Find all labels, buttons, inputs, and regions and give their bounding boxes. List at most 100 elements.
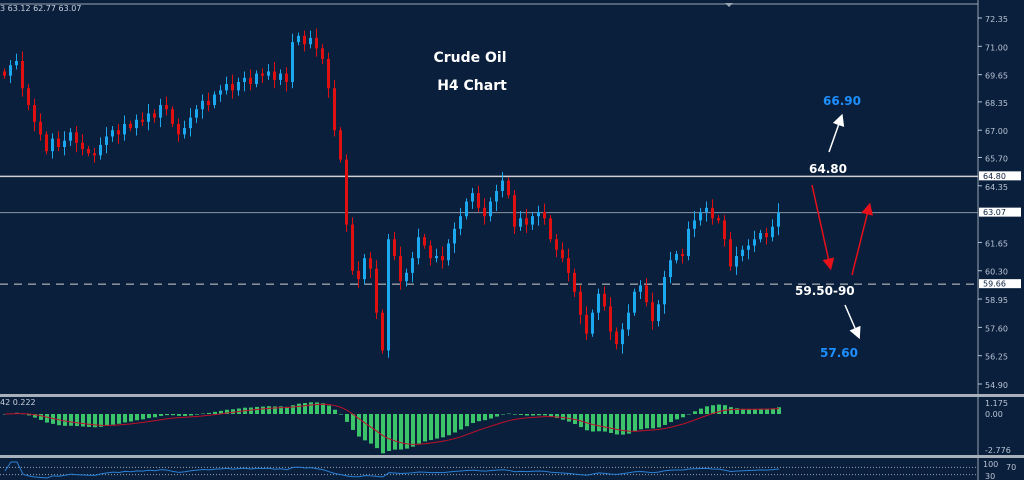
macd-histogram-bar (465, 414, 469, 427)
candle-body (723, 220, 726, 240)
macd-histogram-bar (267, 406, 271, 414)
macd-signal-line (4, 403, 780, 445)
candle-body (375, 268, 378, 313)
candle-body (255, 73, 258, 85)
macd-histogram-bar (135, 414, 139, 421)
candle-body (381, 312, 384, 351)
macd-histogram-bar (231, 409, 235, 414)
candle-body (657, 304, 660, 322)
candle-body (231, 84, 234, 91)
macd-histogram-bar (297, 403, 301, 414)
macd-histogram-bar (213, 411, 217, 414)
macd-histogram-bar (525, 414, 529, 416)
arrow-down-white-icon (844, 304, 861, 340)
shift-marker-icon[interactable] (725, 3, 733, 7)
macd-histogram-bar (603, 414, 607, 432)
chart-title: Crude Oil (433, 50, 506, 66)
macd-histogram-bar (411, 414, 415, 447)
macd-histogram-bar (177, 414, 181, 416)
macd-histogram-bar (717, 404, 721, 414)
macd-histogram-bar (669, 414, 673, 423)
candle-body (489, 201, 492, 217)
candle-body (765, 232, 768, 238)
macd-histogram-bar (663, 414, 667, 425)
candle-body (387, 239, 390, 351)
macd-histogram-bar (279, 406, 283, 414)
macd-histogram-bar (495, 414, 499, 417)
candle-body (63, 140, 66, 147)
candle-body (15, 60, 18, 66)
candle-body (291, 42, 294, 82)
macd-histogram-bar (513, 414, 517, 415)
candle-body (675, 253, 678, 261)
price-tick-label: 64.35 (985, 183, 1008, 192)
macd-histogram-bar (33, 414, 37, 418)
macd-histogram-bar (117, 414, 121, 424)
macd-histogram-bar (141, 414, 145, 420)
macd-histogram-bar (147, 414, 151, 419)
candle-body (273, 71, 276, 80)
price-tick-label: 54.90 (985, 381, 1008, 390)
candle-body (129, 123, 132, 129)
candle-body (471, 193, 474, 202)
macd-histogram-bar (63, 414, 67, 426)
candle-body (417, 237, 420, 259)
macd-histogram-bar (753, 409, 757, 414)
candle-body (345, 159, 348, 225)
candle-body (717, 218, 720, 221)
macd-tick: 0.00 (985, 410, 1003, 419)
candle-body (399, 256, 402, 282)
candle-body (531, 216, 534, 225)
macd-histogram-bar (651, 414, 655, 429)
candle-body (681, 253, 684, 257)
candle-body (141, 119, 144, 122)
macd-histogram-bar (429, 414, 433, 441)
macd-histogram-bar (333, 409, 337, 414)
candle-body (453, 228, 456, 244)
macd-histogram-bar (87, 414, 91, 427)
macd-histogram-bar (123, 414, 127, 423)
candle-body (459, 216, 462, 229)
macd-histogram-bar (363, 414, 367, 441)
macd-histogram-bar (543, 414, 547, 416)
macd-histogram-bar (405, 414, 409, 449)
macd-histogram-bar (249, 407, 253, 414)
candle-body (249, 77, 252, 85)
rsi-tick: 70 (1006, 463, 1016, 472)
candle-body (75, 132, 78, 143)
macd-histogram-bar (681, 414, 685, 418)
macd-histogram-bar (153, 414, 157, 418)
candle-body (741, 249, 744, 257)
macd-histogram-bar (285, 406, 289, 414)
candle-body (357, 270, 360, 280)
candle-body (3, 71, 6, 76)
macd-histogram-bar (477, 414, 481, 422)
macd-histogram-bar (159, 414, 163, 416)
macd-histogram-bar (507, 413, 511, 415)
macd-histogram-bar (369, 414, 373, 444)
candle-body (435, 256, 438, 259)
candle-body (147, 113, 150, 122)
candle-body (207, 100, 210, 106)
macd-histogram-bar (345, 414, 349, 422)
macd-histogram-bar (555, 414, 559, 419)
macd-histogram-bar (315, 402, 319, 414)
macd-histogram-bar (129, 414, 133, 422)
macd-histogram-bar (471, 414, 475, 424)
macd-histogram-bar (459, 414, 463, 430)
price-label-box (979, 279, 1021, 289)
candle-body (633, 291, 636, 313)
rsi-panel-separator[interactable] (0, 455, 1024, 458)
macd-histogram-bar (183, 414, 187, 416)
price-label-box (979, 171, 1021, 181)
macd-histogram-bar (393, 414, 397, 450)
candle-body (33, 105, 36, 122)
macd-histogram-bar (165, 414, 169, 416)
macd-panel-separator[interactable] (0, 394, 1024, 397)
macd-histogram-bar (321, 403, 325, 414)
macd-histogram-bar (351, 414, 355, 430)
macd-histogram-bar (645, 414, 649, 429)
candle-body (627, 312, 630, 330)
ohlc-readout: 3 63.12 62.77 63.07 (0, 4, 81, 13)
